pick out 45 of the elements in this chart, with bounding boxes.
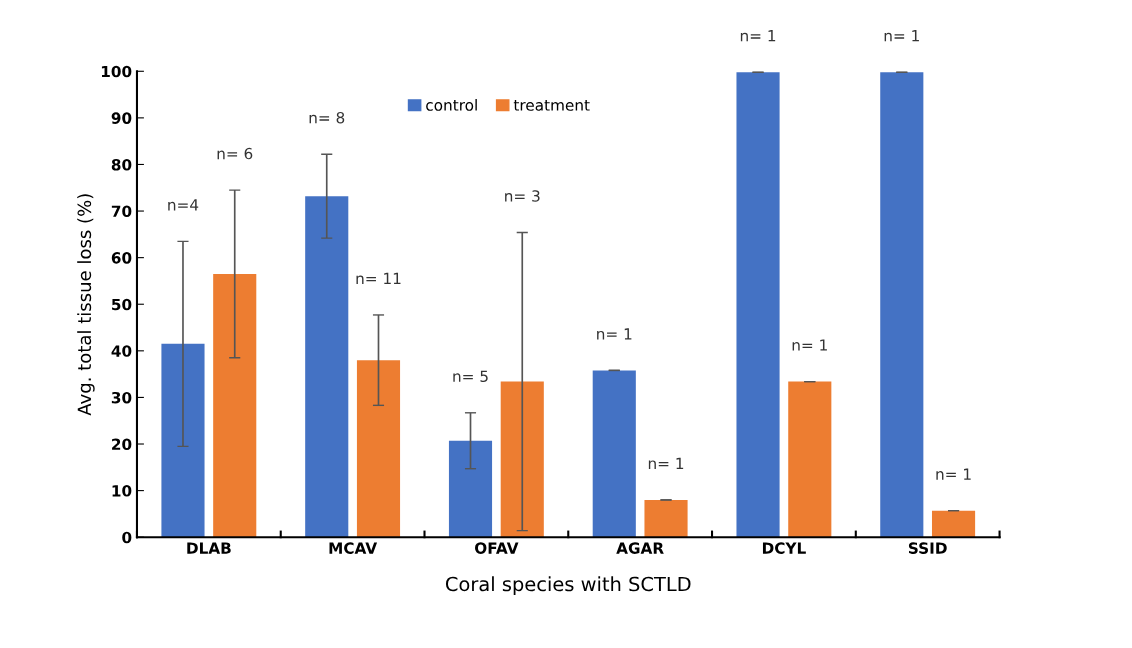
text: n= 1 — [884, 30, 919, 42]
x-tick-label: OFAV — [475, 542, 519, 554]
bar — [305, 196, 349, 538]
y-tick-label: 30 — [111, 391, 132, 404]
bar — [644, 499, 688, 538]
x-axis-title: Coral species with SCTLD — [445, 576, 691, 596]
y-tick-label: 90 — [111, 112, 132, 124]
bar — [788, 381, 832, 538]
annotation: n= 11 — [356, 272, 401, 284]
x-tick-label: SSID — [908, 542, 947, 554]
annotation: n=4 — [168, 199, 199, 211]
bar — [592, 370, 636, 538]
annotation: n= 1 — [936, 468, 971, 480]
annotation: n= 8 — [309, 111, 345, 124]
y-tick-label: 40 — [111, 345, 132, 357]
y-tick-label: 60 — [111, 252, 132, 264]
bar — [448, 440, 493, 538]
x-tick-label: DCYL — [762, 542, 806, 554]
y-axis-title: Avg. total tissue loss (%) — [77, 194, 95, 416]
x-tick-label: MCAV — [329, 542, 378, 554]
annotation: n= 1 — [597, 328, 632, 340]
y-tick-label: 100 — [101, 65, 132, 78]
y-tick-label: 80 — [111, 158, 132, 171]
y-tick-label: 70 — [111, 205, 132, 218]
annotation: n= 3 — [505, 190, 540, 202]
x-tick-label: AGAR — [616, 542, 664, 554]
annotation: n= 1 — [648, 457, 684, 469]
bar — [161, 343, 205, 538]
bar — [880, 72, 924, 538]
bar — [931, 510, 976, 538]
text: n= 1 — [740, 30, 776, 42]
y-tick-label: 50 — [112, 298, 132, 311]
legend-label: treatment — [513, 99, 590, 111]
bar — [356, 360, 401, 538]
annotation: n= 1 — [792, 339, 827, 351]
annotation: n= 5 — [453, 370, 488, 383]
bar — [500, 381, 544, 538]
legend-label: control — [426, 99, 477, 111]
y-tick-label: 20 — [112, 438, 132, 451]
bar — [736, 72, 780, 538]
bar — [213, 273, 257, 538]
annotation: n= 6 — [217, 147, 253, 160]
x-tick-label: DLAB — [187, 542, 231, 554]
y-tick-label: 10 — [112, 485, 132, 497]
y-tick-label: 0 — [122, 531, 132, 544]
